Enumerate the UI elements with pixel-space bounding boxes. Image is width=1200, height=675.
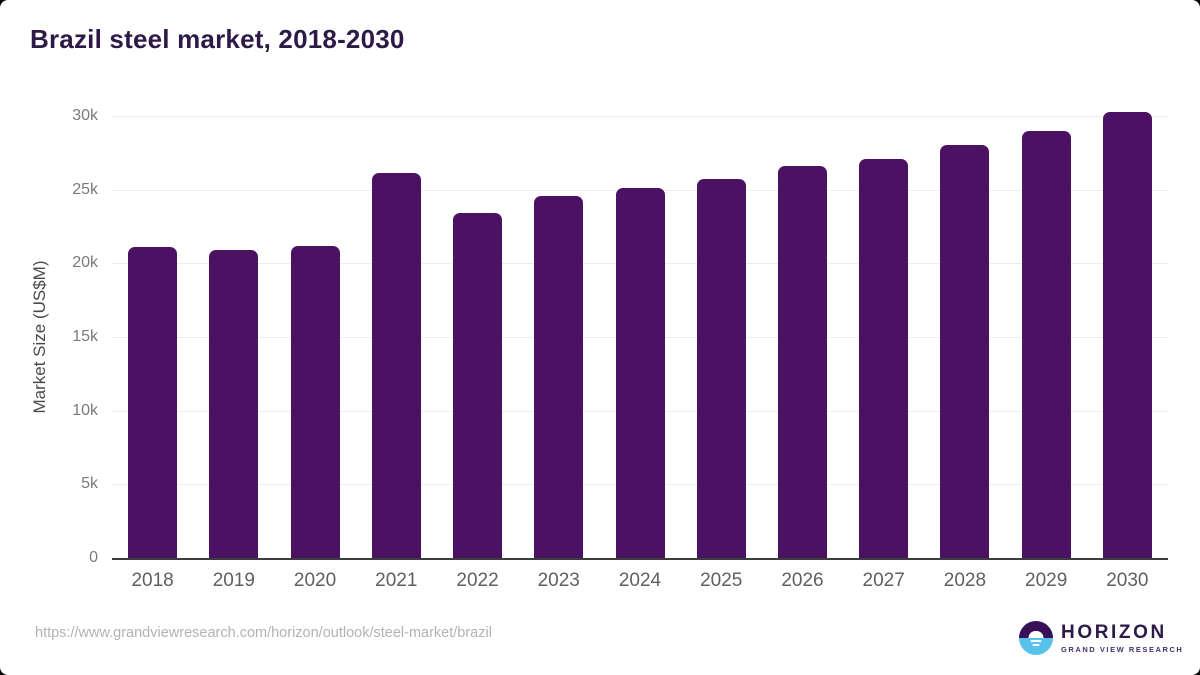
bar-2030[interactable] <box>1102 111 1152 558</box>
chart-title: Brazil steel market, 2018-2030 <box>30 24 405 54</box>
logo-ripple-line <box>1032 644 1040 646</box>
gridline-30k <box>112 116 1168 117</box>
y-tick-label-20k: 20k <box>72 254 98 272</box>
x-tick-label-2023: 2023 <box>537 570 580 591</box>
x-tick-label-2029: 2029 <box>1025 570 1068 591</box>
logo-sky-half <box>1019 621 1053 638</box>
x-tick-label-2021: 2021 <box>375 570 418 591</box>
logo-sub-brand-text: GRAND VIEW RESEARCH <box>1061 644 1184 654</box>
y-tick-label-25k: 25k <box>72 180 98 198</box>
bar-2019[interactable] <box>209 250 259 558</box>
plot-area: 0 5k 10k 15k 20k 25k 30k 2018 2019 2020 2021 2022 20… <box>72 107 1168 591</box>
bar-2026[interactable] <box>777 166 827 558</box>
bar-2021[interactable] <box>371 172 421 558</box>
logo-ripple-line <box>1030 640 1042 642</box>
y-tick-label-15k: 15k <box>72 328 98 345</box>
x-tick-label-2024: 2024 <box>618 570 662 591</box>
brand-logo: HORIZON GRAND VIEW RESEARCH <box>1019 621 1183 655</box>
x-tick-label-2030: 2030 <box>1106 570 1149 591</box>
x-tick-label-2019: 2019 <box>212 570 255 591</box>
bar-2023[interactable] <box>534 196 584 558</box>
bar-2028[interactable] <box>940 145 990 558</box>
y-tick-label-30k: 30k <box>72 107 98 124</box>
y-tick-label-10k: 10k <box>72 401 98 419</box>
logo-text-block: HORIZON GRAND VIEW RESEARCH <box>1061 623 1183 654</box>
y-tick-label-0: 0 <box>89 549 98 566</box>
x-tick-label-2025: 2025 <box>700 570 743 591</box>
logo-sun-shape <box>1028 630 1044 638</box>
bar-2022[interactable] <box>453 213 503 558</box>
bar-2025[interactable] <box>696 179 746 558</box>
source-url: https://www.grandviewresearch.com/horizo… <box>35 625 492 641</box>
y-tick-label-5k: 5k <box>81 475 98 493</box>
x-tick-label-2028: 2028 <box>943 570 987 591</box>
x-tick-label-2027: 2027 <box>862 570 905 591</box>
x-tick-label-2020: 2020 <box>293 570 337 591</box>
logo-brand-text: HORIZON <box>1061 621 1167 643</box>
bar-2029[interactable] <box>1021 130 1071 558</box>
x-tick-label-2022: 2022 <box>456 570 499 591</box>
bar-2020[interactable] <box>290 246 340 558</box>
bar-2018[interactable] <box>128 247 178 558</box>
bar-2027[interactable] <box>859 158 909 558</box>
x-tick-label-2018: 2018 <box>131 570 174 591</box>
bar-2024[interactable] <box>615 188 665 558</box>
x-tick-label-2026: 2026 <box>781 570 824 591</box>
horizon-sun-icon <box>1019 621 1053 655</box>
